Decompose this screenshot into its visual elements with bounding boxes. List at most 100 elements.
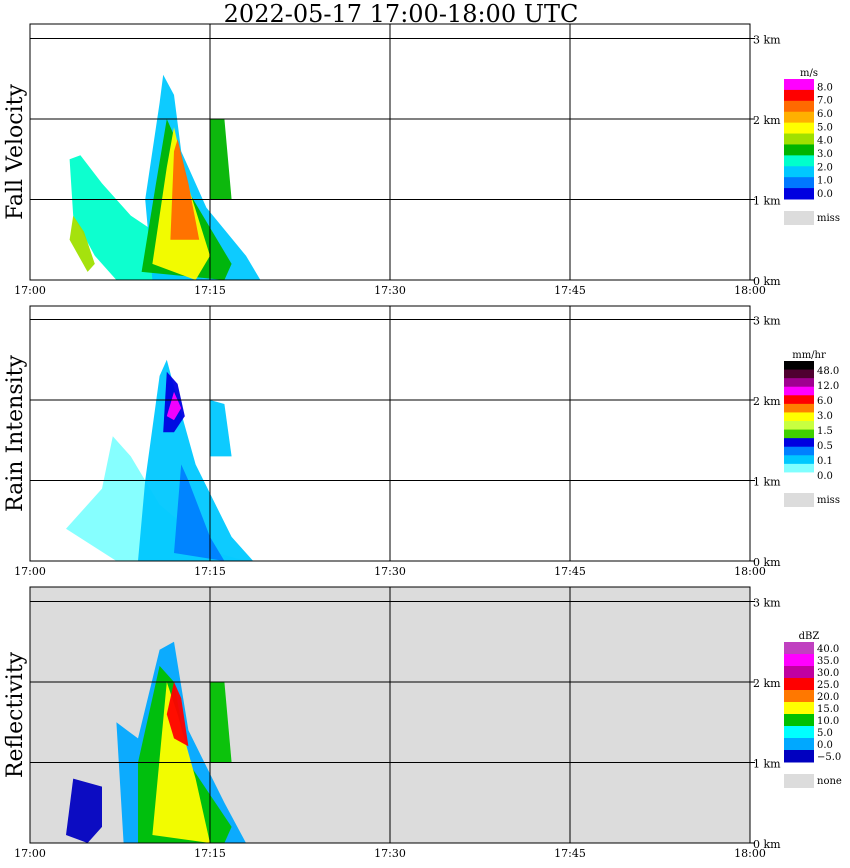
- legend-label: 0.0: [817, 471, 833, 482]
- legend-swatch: [784, 702, 814, 715]
- legend-label: 10.0: [817, 716, 839, 727]
- legend-miss-label: miss: [817, 213, 840, 224]
- legend-swatch: [784, 472, 814, 482]
- legend-miss-label: miss: [817, 495, 840, 506]
- legend-label: 6.0: [817, 109, 833, 120]
- time-tick-label: 17:30: [374, 847, 406, 860]
- height-tick-label: 1 km: [753, 758, 781, 771]
- legend-label: 2.0: [817, 162, 833, 173]
- legend-label: 0.5: [817, 441, 833, 452]
- legend-label: −5.0: [817, 752, 841, 763]
- legend-swatch: [784, 438, 814, 448]
- legend-label: 4.0: [817, 136, 833, 147]
- legend-miss-swatch: [784, 493, 814, 507]
- legend-swatch: [784, 403, 814, 413]
- time-tick-label: 17:00: [14, 284, 46, 297]
- echo-region: [69, 215, 95, 272]
- y-axis-label: Fall Velocity: [3, 84, 28, 220]
- legend-swatch: [784, 714, 814, 727]
- legend-swatch: [784, 89, 814, 102]
- time-tick-label: 17:15: [194, 847, 226, 860]
- legend-label: 40.0: [817, 644, 839, 655]
- height-tick-label: 1 km: [753, 195, 781, 208]
- time-tick-label: 17:30: [374, 565, 406, 578]
- time-tick-label: 17:00: [14, 847, 46, 860]
- legend-swatch: [784, 144, 814, 156]
- height-tick-label: 2 km: [753, 395, 781, 408]
- legend-swatch: [784, 395, 814, 405]
- legend-swatch: [784, 446, 814, 456]
- height-tick-label: 3 km: [753, 597, 781, 610]
- legend-label: 1.0: [817, 176, 833, 187]
- legend-label: 20.0: [817, 692, 839, 703]
- legend-label: 0.0: [817, 740, 833, 751]
- legend-unit: dBZ: [799, 631, 820, 642]
- time-tick-label: 17:45: [554, 847, 586, 860]
- legend-swatch: [784, 666, 814, 679]
- height-tick-label: 0 km: [753, 275, 781, 288]
- legend-swatch: [784, 111, 814, 124]
- height-tick-label: 3 km: [753, 315, 781, 328]
- height-tick-label: 0 km: [753, 838, 781, 851]
- time-tick-label: 17:15: [194, 565, 226, 578]
- legend-swatch: [784, 429, 814, 439]
- legend-label: 3.0: [817, 411, 833, 422]
- legend-swatch: [784, 678, 814, 691]
- legend-label: 7.0: [817, 96, 833, 107]
- legend-unit: m/s: [800, 68, 818, 79]
- legend-miss-swatch: [784, 774, 814, 788]
- legend-swatch: [784, 412, 814, 422]
- legend-label: 6.0: [817, 396, 833, 407]
- legend-label: 5.0: [817, 728, 833, 739]
- legend-swatch: [784, 188, 814, 200]
- legend-swatch: [784, 654, 814, 667]
- legend-label: 5.0: [817, 122, 833, 133]
- echo-region: [170, 139, 200, 240]
- height-tick-label: 2 km: [753, 677, 781, 690]
- y-axis-label: Rain Intensity: [3, 354, 28, 511]
- legend-label: 1.5: [817, 426, 833, 437]
- height-tick-label: 3 km: [753, 34, 781, 47]
- legend-swatch: [784, 155, 814, 167]
- echo-region: [174, 464, 225, 561]
- height-tick-label: 2 km: [753, 114, 781, 127]
- legend-label: 15.0: [817, 704, 839, 715]
- legend-label: 35.0: [817, 656, 839, 667]
- legend-swatch: [784, 378, 814, 388]
- legend-swatch: [784, 386, 814, 396]
- legend-miss-swatch: [784, 211, 814, 225]
- legend-swatch: [784, 369, 814, 379]
- time-tick-label: 17:30: [374, 284, 406, 297]
- legend-swatch: [784, 166, 814, 178]
- legend-swatch: [784, 726, 814, 739]
- legend-label: 0.0: [817, 189, 833, 200]
- panel-1: 17:00 17:15 17:30 17:45 18:000 km 1 km 2 km 3 k…: [3, 23, 840, 297]
- time-tick-label: 18:00: [734, 565, 766, 578]
- echo-region: [166, 682, 189, 747]
- time-tick-label: 18:00: [734, 284, 766, 297]
- legend-swatch: [784, 642, 814, 655]
- legend-unit: mm/hr: [792, 350, 826, 361]
- legend-swatch: [784, 122, 814, 135]
- panel-3: 17:00 17:15 17:30 17:45 18:000 km 1 km 2 km 3 k…: [3, 586, 842, 860]
- time-tick-label: 17:45: [554, 565, 586, 578]
- legend-label: 3.0: [817, 149, 833, 160]
- echo-region: [210, 682, 232, 763]
- time-tick-label: 17:45: [554, 284, 586, 297]
- legend-label: 0.1: [817, 456, 833, 467]
- legend-swatch: [784, 750, 814, 763]
- legend-label: 12.0: [817, 381, 839, 392]
- legend-label: 48.0: [817, 366, 839, 377]
- legend-swatch: [784, 463, 814, 473]
- time-tick-label: 17:00: [14, 565, 46, 578]
- legend-swatch: [784, 133, 814, 145]
- echo-region: [210, 119, 232, 200]
- figure-title: 2022-05-17 17:00-18:00 UTC: [224, 0, 579, 28]
- legend-swatch: [784, 421, 814, 431]
- legend-label: 25.0: [817, 680, 839, 691]
- y-axis-label: Reflectivity: [3, 651, 28, 778]
- time-tick-label: 17:15: [194, 284, 226, 297]
- legend-miss-label: none: [817, 776, 842, 787]
- legend-swatch: [784, 690, 814, 703]
